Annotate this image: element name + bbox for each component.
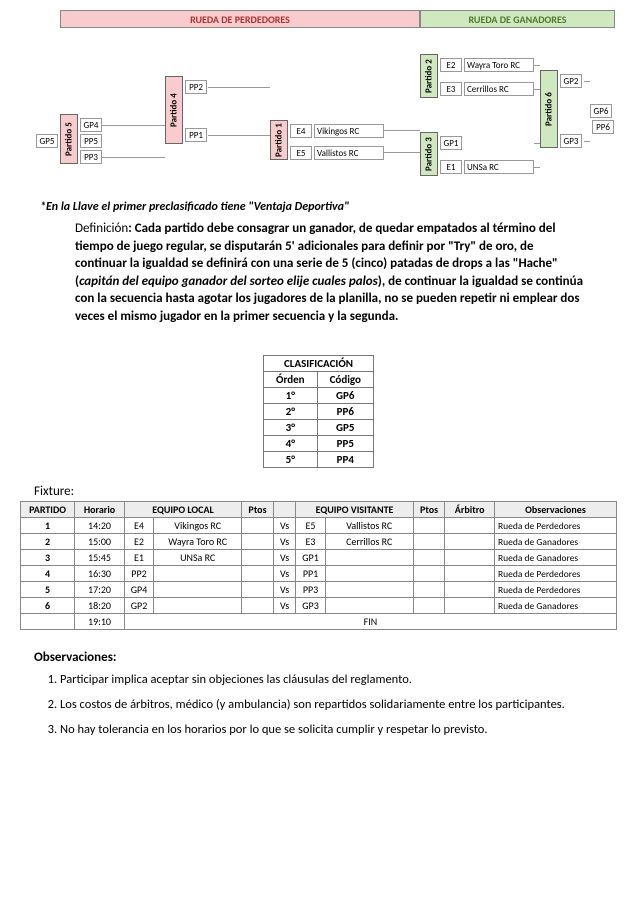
fixture-label: Fixture: <box>34 484 617 499</box>
bracket-code: E4 <box>290 124 312 138</box>
th-horario: Horario <box>75 502 125 518</box>
definition-label: Definición <box>75 221 128 236</box>
fixture-last-time: 19:10 <box>75 614 125 630</box>
match-box-p2: Partido 2 <box>420 54 438 98</box>
match-box-p5: Partido 5 <box>60 114 78 164</box>
fixture-row: 315:45E1UNSa RCVsGP1Rueda de Ganadores <box>21 550 617 566</box>
th-visitante: EQUIPO VISITANTE <box>296 502 413 518</box>
fixture-table: PARTIDO Horario EQUIPO LOCAL Ptos EQUIPO… <box>20 501 617 630</box>
bracket-code: E2 <box>440 58 462 72</box>
bracket-code: PP6 <box>592 120 614 134</box>
bracket-team: Cerrillos RC <box>464 82 534 96</box>
match-box-p4: Partido 4 <box>165 76 183 144</box>
definition-paragraph: Definición: Cada partido debe consagrar … <box>75 220 587 325</box>
bracket-code: PP5 <box>80 134 102 148</box>
classification-title: CLASIFICACIÓN <box>264 356 374 372</box>
fixture-row: 114:20E4Vikingos RCVsE5Vallistos RCRueda… <box>21 518 617 534</box>
bracket-code: GP3 <box>560 134 582 148</box>
match-box-p6: Partido 6 <box>540 70 558 148</box>
th-local: EQUIPO LOCAL <box>124 502 241 518</box>
clas-orden: 1° <box>264 388 318 404</box>
bracket-team: Wayra Toro RC <box>464 58 534 72</box>
advantage-note: *En la Llave el primer preclasificado ti… <box>40 200 597 214</box>
th-partido: PARTIDO <box>21 502 75 518</box>
bracket-code: E1 <box>440 160 462 174</box>
match-box-p3: Partido 3 <box>420 132 438 176</box>
bracket-code: E3 <box>440 82 462 96</box>
match-box-p1: Partido 1 <box>270 120 288 160</box>
bracket-code: PP2 <box>185 80 207 94</box>
bracket-code: E5 <box>290 146 312 160</box>
fixture-row: 215:00E2Wayra Toro RCVsE3Cerrillos RCRue… <box>21 534 617 550</box>
definition-italic: capitán del equipo ganador del sorteo el… <box>79 274 378 289</box>
classification-col-codigo: Código <box>317 372 373 388</box>
th-ptos-l: Ptos <box>242 502 274 518</box>
header-losers: RUEDA DE PERDEDORES <box>60 10 420 28</box>
bracket-code: GP2 <box>560 74 582 88</box>
fixture-fin: FIN <box>124 614 616 630</box>
bracket-code: PP1 <box>185 128 207 142</box>
observaciones-title: Observaciones: <box>34 650 617 665</box>
fixture-row: 618:20GP2VsGP3Rueda de Ganadores <box>21 598 617 614</box>
observacion-item: Participar implica aceptar sin objecione… <box>60 671 617 690</box>
observacion-item: Los costos de árbitros, médico (y ambula… <box>60 696 617 715</box>
bracket-code: PP3 <box>80 150 102 164</box>
clas-orden: 4° <box>264 436 318 452</box>
clas-orden: 5° <box>264 452 318 468</box>
observacion-item: No hay tolerancia en los horarios por lo… <box>60 721 617 740</box>
th-arbitro: Árbitro <box>445 502 495 518</box>
fixture-row: 416:30PP2VsPP1Rueda de Perdedores <box>21 566 617 582</box>
bracket-code: GP6 <box>590 104 612 118</box>
clas-codigo: PP4 <box>317 452 373 468</box>
clas-codigo: PP6 <box>317 404 373 420</box>
th-ptos-v: Ptos <box>413 502 445 518</box>
clas-orden: 3° <box>264 420 318 436</box>
bracket-team: Vallistos RC <box>314 146 384 160</box>
fixture-row: 517:20GP4VsPP3Rueda de Perdedores <box>21 582 617 598</box>
th-obs: Observaciones <box>494 502 616 518</box>
clas-codigo: GP5 <box>317 420 373 436</box>
bracket-code: GP4 <box>80 118 102 132</box>
bracket-team: Vikingos RC <box>314 124 384 138</box>
observaciones-list: Participar implica aceptar sin objecione… <box>60 671 617 739</box>
bracket-code: GP5 <box>36 134 58 148</box>
clas-codigo: PP5 <box>317 436 373 452</box>
bracket-code: GP1 <box>440 136 462 150</box>
clas-codigo: GP6 <box>317 388 373 404</box>
bracket-team: UNSa RC <box>464 160 534 174</box>
bracket-diagram: RUEDA DE PERDEDORES RUEDA DE GANADORES P… <box>20 10 617 170</box>
classification-table: CLASIFICACIÓN Órden Código 1°GP62°PP63°G… <box>263 355 374 468</box>
classification-col-orden: Órden <box>264 372 318 388</box>
header-winners: RUEDA DE GANADORES <box>420 10 615 28</box>
clas-orden: 2° <box>264 404 318 420</box>
